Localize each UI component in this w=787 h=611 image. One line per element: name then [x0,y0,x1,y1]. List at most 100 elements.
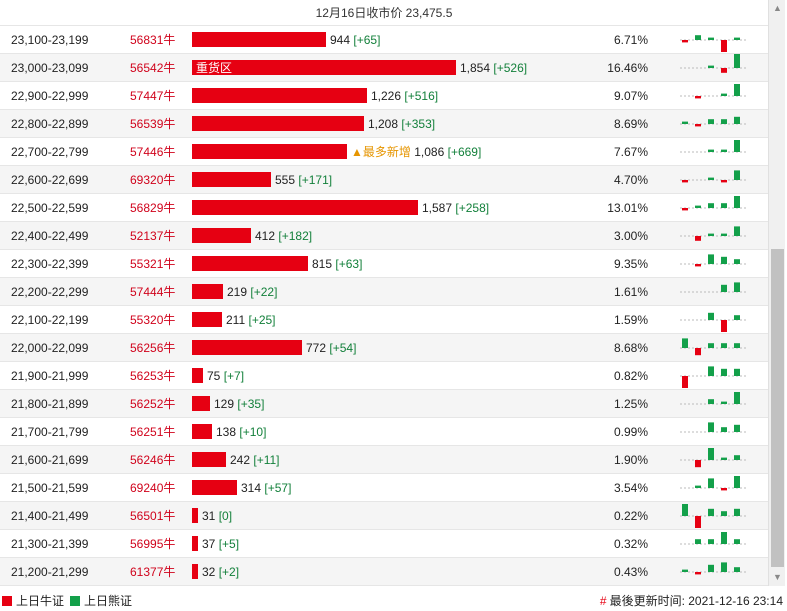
volume-bar [192,312,222,327]
trend-sparkline [680,116,746,127]
cbbc-code-link[interactable]: 56246牛 [130,453,176,467]
cbbc-code-link[interactable]: 56501牛 [130,509,176,523]
sparkline-bar [734,476,740,488]
cbbc-code-link[interactable]: 56995牛 [130,537,176,551]
trend-sparkline [680,54,746,73]
trend-sparkline [680,366,746,388]
cbbc-code-link[interactable]: 56829牛 [130,201,176,215]
sparkline-bar [708,564,714,572]
volume-bar [192,536,198,551]
sparkline-bar [695,236,701,241]
table-row: 22,700-22,799 57446牛 ▲最多新增 1,086 [+669] 7.6… [0,138,768,166]
cbbc-code-link[interactable]: 57447牛 [130,89,176,103]
sparkline-bar [721,203,727,208]
sparkline-bar [695,264,701,267]
bear-swatch-icon [70,595,80,606]
volume-text: 1,208 [368,117,399,131]
volume-value: 772 [+54] [306,334,356,362]
cbbc-code-link[interactable]: 57444牛 [130,285,176,299]
volume-bar [192,200,418,215]
trend-sparkline [680,84,746,99]
sparkline-bar [695,205,701,208]
sparkline-bar [721,532,727,544]
sparkline-bar [708,233,714,236]
sparkline-bar [708,177,714,180]
percentage: 1.59% [613,313,648,327]
volume-bar [192,284,223,299]
scroll-up-icon[interactable]: ▲ [773,3,782,13]
volume-change: [+63] [335,257,363,271]
percentage: 3.00% [613,229,648,243]
sparkline-bar [695,124,701,127]
volume-value: 1,854 [+526] [460,54,527,82]
trend-sparkline [680,170,746,183]
heavy-zone-label: 重货区 [196,61,233,75]
volume-text: 219 [227,285,248,299]
volume-bar [192,480,237,495]
sparkline-bar [721,68,727,73]
cbbc-code-link[interactable]: 56253牛 [130,369,176,383]
cbbc-code-link[interactable]: 56542牛 [130,61,176,75]
cbbc-code-link[interactable]: 55321牛 [130,257,176,271]
scroll-thumb[interactable] [771,249,784,567]
volume-value: 555 [+171] [275,166,332,194]
sparkline-bar [695,348,701,356]
table-row: 21,800-21,899 56252牛 129 [+35] 1.25% [0,390,768,418]
sparkline-bar [721,457,727,460]
cbbc-code-link[interactable]: 69320牛 [130,173,176,187]
volume-change: [+65] [353,33,381,47]
trend-sparkline [680,196,746,211]
sparkline-bar [708,149,714,152]
price-range: 22,400-22,499 [11,229,89,243]
price-range: 21,800-21,899 [11,397,89,411]
volume-change: [+2] [218,565,240,579]
volume-bar [192,88,367,103]
cbbc-code-link[interactable]: 52137牛 [130,229,176,243]
cbbc-code-link[interactable]: 56831牛 [130,33,176,47]
most-added-note: ▲最多新增 [351,145,411,159]
sparkline-bar [682,376,688,388]
sparkline-bar [695,96,701,99]
cbbc-code-link[interactable]: 56539牛 [130,117,176,131]
volume-text: 1,587 [422,201,453,215]
cbbc-code-link[interactable]: 61377牛 [130,565,176,579]
price-range: 22,800-22,899 [11,117,89,131]
price-range: 21,200-21,299 [11,565,89,579]
table-row: 22,200-22,299 57444牛 219 [+22] 1.61% [0,278,768,306]
sparkline-bar [721,149,727,152]
price-range: 22,600-22,699 [11,173,89,187]
volume-change: [+57] [264,481,292,495]
cbbc-code-link[interactable]: 55320牛 [130,313,176,327]
volume-value: 211 [+25] [226,306,276,334]
cbbc-code-link[interactable]: 56252牛 [130,397,176,411]
volume-value: 815 [+63] [312,250,362,278]
volume-change: [+182] [278,229,313,243]
volume-bar [192,508,198,523]
volume-change: [+10] [239,425,267,439]
table-row: 23,100-23,199 56831牛 944 [+65] 6.71% [0,26,768,54]
sparkline-bar [708,366,714,376]
price-range: 21,400-21,499 [11,509,89,523]
sparkline-bar [734,84,740,96]
volume-value: 31 [0] [202,502,232,530]
scroll-down-icon[interactable]: ▼ [773,572,782,582]
vertical-scrollbar[interactable]: ▲ ▼ [768,0,785,586]
table-row: 21,200-21,299 61377牛 32 [+2] 0.43% [0,558,768,586]
volume-change: [0] [218,509,233,523]
volume-bar [192,256,308,271]
sparkline-bar [734,343,740,348]
table-row: 21,900-21,999 56253牛 75 [+7] 0.82% [0,362,768,390]
percentage: 1.25% [613,397,648,411]
volume-value: ▲最多新增 1,086 [+669] [351,138,481,166]
cbbc-code-link[interactable]: 69240牛 [130,481,176,495]
cbbc-code-link[interactable]: 56256牛 [130,341,176,355]
sparkline-bar [721,40,727,52]
cbbc-code-link[interactable]: 56251牛 [130,425,176,439]
volume-bar [192,368,203,383]
sparkline-bar [695,572,701,575]
cbbc-code-link[interactable]: 57446牛 [130,145,176,159]
price-range: 21,900-21,999 [11,369,89,383]
volume-value: 944 [+65] [330,26,380,54]
volume-value: 32 [+2] [202,558,239,586]
